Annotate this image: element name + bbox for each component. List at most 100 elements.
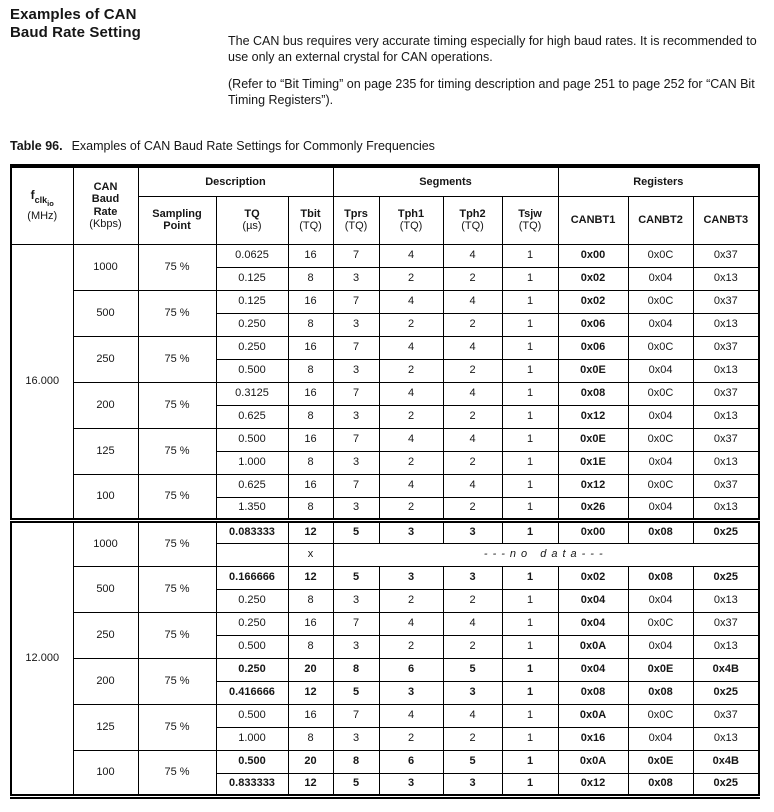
tph1-cell: 4 (378, 381, 444, 406)
tq-cell: 0.250 (215, 657, 289, 682)
group-header-row: fclkio (MHz) CAN Baud Rate (Kbps) Descri… (10, 165, 760, 245)
tph2-cell: 2 (442, 266, 503, 291)
tsjw-cell: 1 (501, 496, 559, 521)
col-header-tprs: Tprs (TQ) (332, 195, 380, 245)
tph2-cell: 3 (442, 565, 503, 590)
body-text: The CAN bus requires very accurate timin… (228, 34, 768, 108)
col-header-sampling-point: Sampling Point (137, 195, 217, 245)
tq-cell: 0.250 (215, 312, 289, 337)
tsjw-cell: 1 (501, 312, 559, 337)
tbit-cell: 20 (287, 657, 334, 682)
sampling-point-cell: 75 % (137, 335, 217, 383)
tprs-cell: 5 (332, 772, 380, 797)
group-header-description: Description (137, 165, 334, 197)
canbt1-cell: 0x04 (557, 611, 629, 636)
table-row: 0.416666 12 5 3 3 1 0x08 0x08 0x25 (11, 680, 760, 705)
baud-rate-cell: 100 (72, 473, 139, 521)
canbt3-cell: 0x25 (692, 772, 760, 797)
tbit-cell: 8 (287, 312, 334, 337)
col-header-canbt3: CANBT3 (692, 195, 760, 245)
canbt3-cell: 0x37 (692, 335, 760, 360)
col-header-tq: TQ (µs) (215, 195, 289, 245)
canbt1-cell: 0x06 (557, 335, 629, 360)
tph1-cell: 2 (378, 634, 444, 659)
tbit-header-unit: (TQ) (299, 220, 322, 232)
tq-cell: 0.250 (215, 611, 289, 636)
tph2-cell: 2 (442, 450, 503, 475)
tsjw-cell: 1 (501, 703, 559, 728)
tq-cell: 0.250 (215, 588, 289, 613)
tph1-cell: 2 (378, 358, 444, 383)
tq-header-name: TQ (244, 207, 260, 220)
canbt2-cell: 0x04 (627, 404, 694, 429)
tph2-cell: 4 (442, 427, 503, 452)
can-baud-rate-table: fclkio (MHz) CAN Baud Rate (Kbps) Descri… (10, 164, 761, 799)
tph2-cell: 4 (442, 473, 503, 498)
table-row: 100 75 % 0.625 16 7 4 4 1 0x12 0x0C 0x37 (11, 473, 760, 521)
sampling-point-cell: 75 % (137, 703, 217, 751)
tph2-cell: 2 (442, 726, 503, 751)
no-data-label: ---no data--- (332, 542, 760, 567)
table-row: 500 75 % 0.125 16 7 4 4 1 0x02 0x0C 0x37 (11, 289, 760, 337)
canbt1-cell: 0x00 (557, 243, 629, 268)
tph2-cell: 4 (442, 703, 503, 728)
group-header-registers: Registers (557, 165, 760, 197)
tsjw-cell: 1 (501, 427, 559, 452)
canbt3-cell: 0x13 (692, 404, 760, 429)
tq-cell: 0.500 (215, 703, 289, 728)
tprs-cell: 5 (332, 680, 380, 705)
tsjw-cell: 1 (501, 772, 559, 797)
tprs-cell: 3 (332, 266, 380, 291)
tph1-cell: 4 (378, 427, 444, 452)
tsjw-header-name: Tsjw (518, 207, 542, 220)
col-header-tbit: Tbit (TQ) (287, 195, 334, 245)
tq-cell: 0.416666 (215, 680, 289, 705)
tsjw-cell: 1 (501, 565, 559, 590)
baud-header-line: Rate (93, 205, 118, 218)
canbt2-cell: 0x0E (627, 657, 694, 682)
canbt3-cell: 0x13 (692, 450, 760, 475)
table-row: 1.350 8 3 2 2 1 0x26 0x04 0x13 (11, 496, 760, 521)
canbt3-cell: 0x13 (692, 496, 760, 521)
tsjw-cell: 1 (501, 335, 559, 360)
tph2-cell: 3 (442, 772, 503, 797)
tq-cell: 0.625 (215, 404, 289, 429)
col-header-canbt2: CANBT2 (627, 195, 694, 245)
tph1-cell: 2 (378, 496, 444, 521)
canbt2-cell: 0x04 (627, 496, 694, 521)
tbit-cell: 16 (287, 427, 334, 452)
canbt2-cell: 0x04 (627, 450, 694, 475)
tq-cell: 0.125 (215, 289, 289, 314)
paragraph-reference: (Refer to “Bit Timing” on page 235 for t… (228, 77, 755, 107)
baud-rate-cell: 250 (72, 611, 139, 659)
tbit-cell: 12 (287, 565, 334, 590)
tph2-cell: 2 (442, 634, 503, 659)
canbt3-cell: 0x37 (692, 611, 760, 636)
tq-cell: 0.500 (215, 427, 289, 452)
canbt2-cell: 0x0E (627, 749, 694, 774)
canbt3-cell: 0x4B (692, 749, 760, 774)
freq-section: 16.000 1000 75 % 0.0625 16 7 4 4 1 0x00 0x0C 0x37 0.… (10, 243, 760, 521)
tq-cell: 0.166666 (215, 565, 289, 590)
canbt1-cell: 0x0E (557, 427, 629, 452)
canbt1-cell: 0x08 (557, 680, 629, 705)
baud-rate-cell: 200 (72, 657, 139, 705)
canbt3-cell: 0x37 (692, 703, 760, 728)
sampling-point-cell: 75 % (137, 289, 217, 337)
tph1-cell: 4 (378, 243, 444, 268)
table-row: 200 75 % 0.250 20 8 6 5 1 0x04 0x0E 0x4B (11, 657, 760, 705)
tbit-cell: 12 (287, 772, 334, 797)
tprs-cell: 3 (332, 358, 380, 383)
tq-cell: 0.3125 (215, 381, 289, 406)
table-caption: Table 96. Examples of CAN Baud Rate Setti… (10, 139, 435, 153)
canbt1-cell: 0x00 (557, 517, 629, 544)
tph2-cell: 2 (442, 404, 503, 429)
tph2-cell: 5 (442, 749, 503, 774)
baud-header-unit: (Kbps) (89, 218, 122, 231)
table-row: 0.250 8 3 2 2 1 0x06 0x04 0x13 (11, 312, 760, 337)
canbt3-cell: 0x13 (692, 726, 760, 751)
fclk-symbol-wrap: fclkio (31, 188, 54, 207)
canbt2-cell: 0x04 (627, 358, 694, 383)
canbt2-cell: 0x04 (627, 726, 694, 751)
